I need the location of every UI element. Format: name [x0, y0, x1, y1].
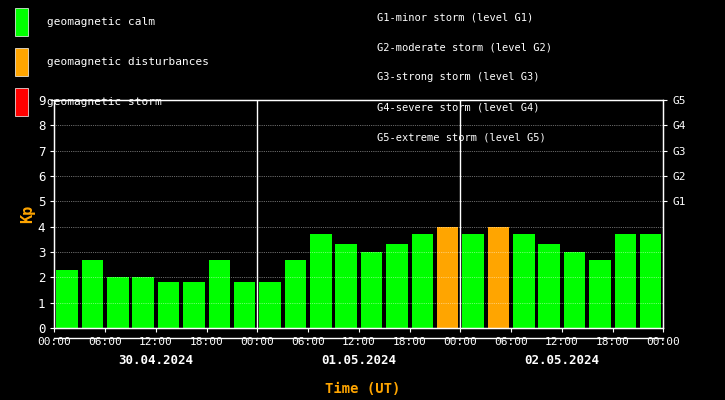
Bar	[437, 227, 458, 328]
Bar	[158, 282, 179, 328]
Bar	[133, 277, 154, 328]
Bar	[564, 252, 585, 328]
Bar	[234, 282, 255, 328]
Text: G5-extreme storm (level G5): G5-extreme storm (level G5)	[377, 132, 546, 142]
Bar	[285, 260, 306, 328]
Text: 02.05.2024: 02.05.2024	[524, 354, 600, 367]
Bar	[615, 234, 636, 328]
Text: G1-minor storm (level G1): G1-minor storm (level G1)	[377, 12, 534, 22]
Text: G2-moderate storm (level G2): G2-moderate storm (level G2)	[377, 42, 552, 52]
Y-axis label: Kp: Kp	[20, 205, 35, 223]
Bar	[513, 234, 534, 328]
Bar	[589, 260, 610, 328]
Text: 30.04.2024: 30.04.2024	[118, 354, 194, 367]
Bar	[412, 234, 433, 328]
Text: geomagnetic disturbances: geomagnetic disturbances	[47, 57, 209, 67]
Text: G4-severe storm (level G4): G4-severe storm (level G4)	[377, 102, 539, 112]
Bar	[386, 244, 407, 328]
Bar	[209, 260, 230, 328]
Bar	[640, 234, 661, 328]
Bar	[463, 234, 484, 328]
Bar	[82, 260, 103, 328]
Bar	[488, 227, 509, 328]
Text: 01.05.2024: 01.05.2024	[321, 354, 397, 367]
Bar	[310, 234, 331, 328]
Bar	[57, 270, 78, 328]
Bar	[260, 282, 281, 328]
Text: G3-strong storm (level G3): G3-strong storm (level G3)	[377, 72, 539, 82]
Bar	[107, 277, 128, 328]
Bar	[361, 252, 382, 328]
Text: geomagnetic calm: geomagnetic calm	[47, 17, 155, 27]
Text: Time (UT): Time (UT)	[325, 382, 400, 396]
Bar	[539, 244, 560, 328]
Text: geomagnetic storm: geomagnetic storm	[47, 97, 162, 107]
Bar	[336, 244, 357, 328]
Bar	[183, 282, 204, 328]
